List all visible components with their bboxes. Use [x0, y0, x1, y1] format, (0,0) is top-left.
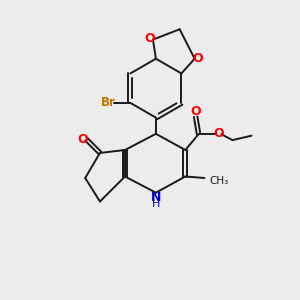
Text: O: O — [192, 52, 203, 65]
Text: Br: Br — [101, 96, 116, 109]
Text: O: O — [145, 32, 155, 45]
Text: O: O — [213, 127, 224, 140]
Text: O: O — [190, 105, 201, 118]
Text: CH₃: CH₃ — [209, 176, 228, 186]
Text: H: H — [152, 199, 160, 209]
Text: N: N — [151, 191, 161, 205]
Text: O: O — [78, 133, 88, 146]
